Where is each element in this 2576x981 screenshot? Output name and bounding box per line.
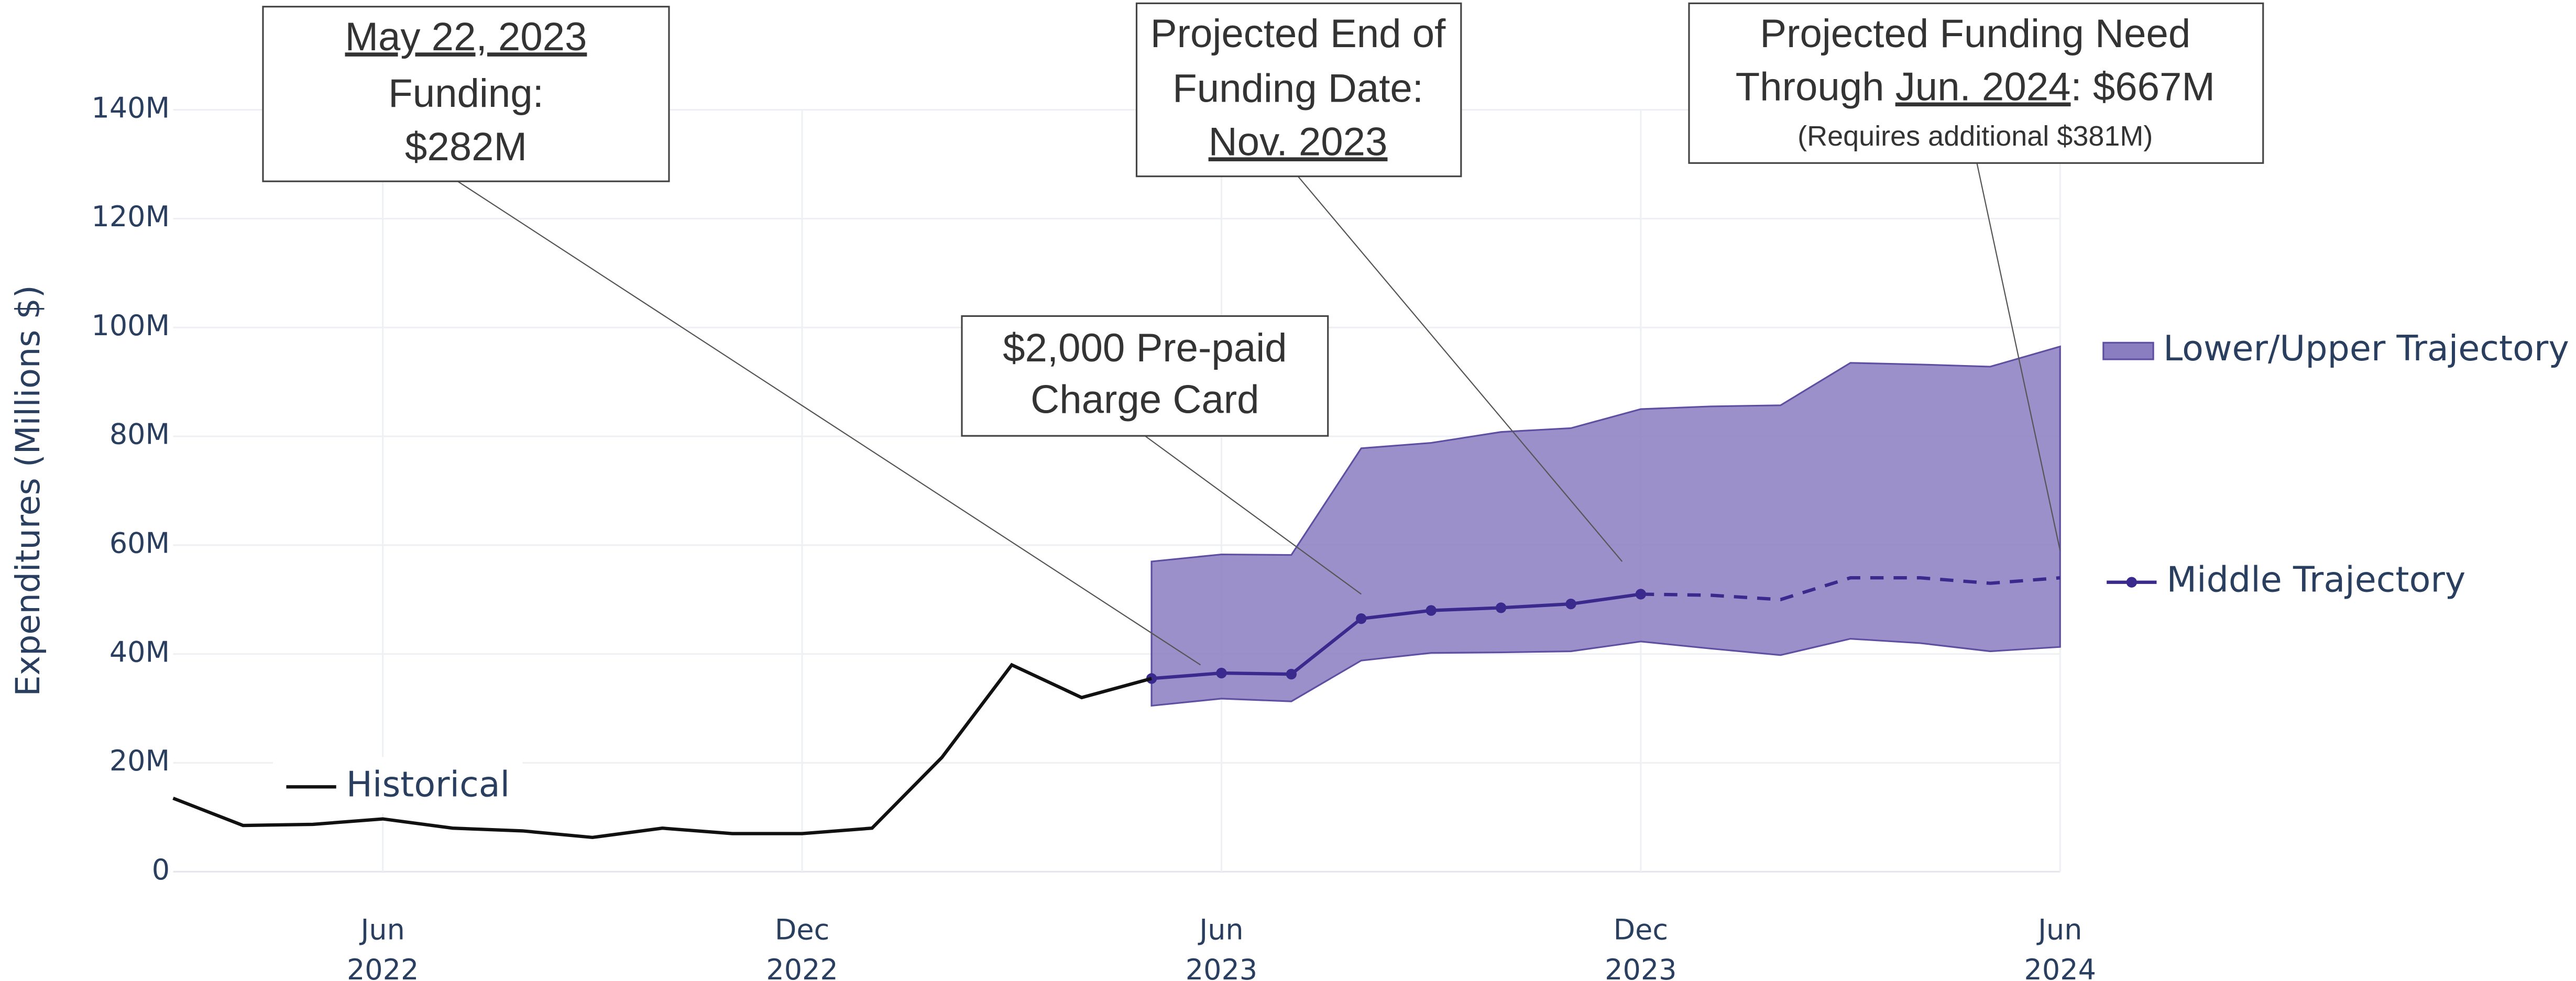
- annotation-arrow: [1144, 435, 1362, 595]
- y-tick-label: 80M: [109, 418, 170, 451]
- y-tick-label: 140M: [91, 91, 170, 124]
- annotation-line: Nov. 2023: [1209, 119, 1388, 164]
- x-tick-label: Jun 2024: [2024, 913, 2096, 981]
- annotation-line: Funding:: [388, 71, 544, 116]
- annotation: Projected Funding Need Through Jun. 2024:…: [1688, 2, 2264, 551]
- annotation-note: (Requires additional $381M): [1797, 120, 2153, 152]
- annotation-text: Jun. 2024: [1895, 65, 2071, 109]
- annotation-box: [1688, 2, 2264, 164]
- annotation-line: $2,000 Pre-paid: [1003, 326, 1287, 370]
- y-tick-label: 20M: [109, 744, 170, 777]
- annotation-arrow: [1976, 163, 2061, 551]
- point: [1495, 602, 1507, 613]
- annotation-line: Charge Card: [1031, 378, 1259, 422]
- annotation-text: $2,000 Pre-paid: [1003, 326, 1287, 370]
- point: [1565, 598, 1576, 610]
- annotation-arrow: [457, 181, 1201, 666]
- annotation-text: $282M: [405, 125, 527, 169]
- line-dashed: [1640, 576, 2060, 601]
- annotation-text: Funding Date:: [1172, 67, 1423, 111]
- x-tick-label: Dec 2023: [1605, 913, 1676, 981]
- y-tick-label: 60M: [109, 527, 170, 560]
- x-tick-label: Jun 2023: [1186, 913, 1257, 981]
- annotation-text: Through: [1736, 65, 1895, 109]
- legend-label: Middle Trajectory: [2167, 559, 2466, 600]
- point: [1426, 605, 1437, 616]
- annotation-arrow: [1297, 175, 1623, 562]
- annotation-text: Nov. 2023: [1209, 119, 1388, 164]
- y-tick-label: 100M: [91, 309, 170, 342]
- annotation-box: [1135, 2, 1462, 178]
- legend-label: Historical: [346, 764, 510, 804]
- annotation-line: Through Jun. 2024: $667M: [1736, 65, 2215, 109]
- x-tick-label: Dec 2022: [766, 913, 838, 981]
- annotation-line: Projected Funding Need: [1760, 12, 2190, 56]
- annotation-text: Charge Card: [1031, 378, 1259, 422]
- point: [1635, 589, 1647, 600]
- line: [172, 663, 1152, 840]
- annotation-box: [961, 315, 1329, 437]
- y-axis-title: Expenditures (Millions $): [8, 285, 47, 696]
- point: [1286, 668, 1297, 680]
- y-tick-label: 0: [152, 853, 170, 886]
- annotation-line: $282M: [405, 125, 527, 169]
- annotation-text: Funding:: [388, 71, 544, 116]
- annotation: May 22, 2023 Funding: $282M: [262, 6, 1201, 666]
- y-tick-label: 120M: [91, 200, 170, 233]
- annotation-line: Projected End of: [1150, 12, 1446, 56]
- x-tick-label: Jun 2022: [347, 913, 419, 981]
- legend-marker: [2126, 577, 2137, 588]
- annotation: Projected End of Funding Date: Nov. 2023: [1135, 2, 1623, 562]
- legend-swatch: [2102, 341, 2154, 360]
- legend-label: Lower/Upper Trajectory: [2163, 328, 2569, 369]
- annotation-line: May 22, 2023: [345, 15, 587, 59]
- annotation-text: Projected End of: [1150, 12, 1446, 56]
- line: [1151, 592, 1641, 680]
- annotation-box: [262, 6, 670, 182]
- annotation-line: Funding Date:: [1172, 67, 1423, 111]
- point: [1216, 667, 1227, 679]
- annotation: $2,000 Pre-paid Charge Card: [961, 315, 1362, 595]
- annotation-text: Projected Funding Need: [1760, 12, 2190, 56]
- annotation-text: May 22, 2023: [345, 15, 587, 59]
- annotation-text: : $667M: [2070, 65, 2215, 109]
- y-tick-label: 40M: [109, 635, 170, 668]
- point: [1356, 613, 1367, 624]
